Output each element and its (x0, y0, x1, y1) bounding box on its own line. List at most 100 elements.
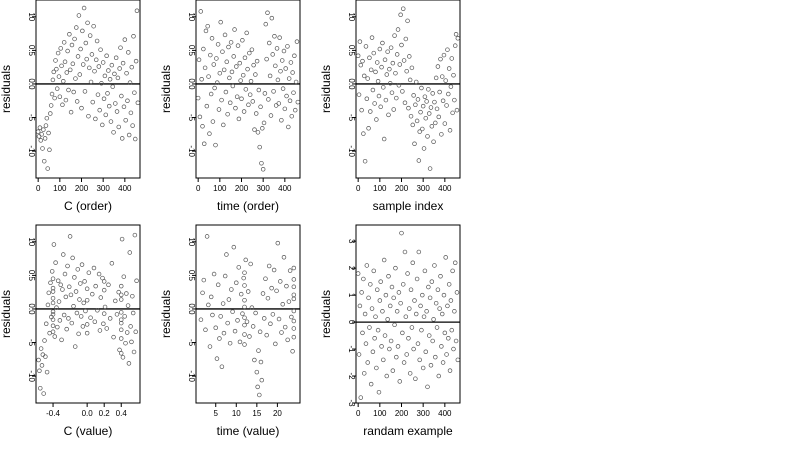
data-point (426, 333, 432, 338)
y-tick-label: 3 (347, 239, 356, 244)
data-point (252, 127, 257, 132)
x-tick-label: 10 (232, 409, 241, 418)
data-point (386, 273, 391, 279)
data-point (454, 290, 460, 295)
data-point (236, 116, 242, 122)
data-point (389, 90, 395, 95)
data-point (244, 319, 250, 324)
data-point (114, 109, 120, 114)
data-point (450, 110, 455, 116)
data-point (401, 360, 407, 365)
data-point (360, 58, 365, 64)
data-point (411, 93, 416, 98)
data-point (419, 85, 424, 91)
data-point (72, 275, 77, 280)
data-point (198, 9, 204, 14)
data-point (452, 97, 457, 103)
data-point (250, 99, 256, 104)
data-point (201, 277, 207, 283)
data-point (242, 322, 247, 328)
data-point (258, 359, 264, 365)
data-point (130, 123, 135, 128)
data-point (50, 323, 56, 329)
data-point (373, 69, 378, 75)
data-point (102, 73, 108, 79)
x-tick-label: 200 (235, 184, 249, 193)
data-point (109, 62, 115, 68)
data-point (74, 310, 80, 316)
data-point (282, 324, 288, 330)
data-point (84, 297, 90, 303)
data-point (417, 129, 422, 134)
data-point (438, 273, 443, 279)
data-point (242, 270, 247, 275)
data-point (399, 42, 404, 48)
data-point (91, 265, 97, 271)
data-point (231, 54, 236, 59)
y-tick-label: 0.0 (187, 303, 196, 315)
data-point (284, 283, 289, 289)
data-point (381, 257, 387, 263)
data-point (61, 252, 66, 257)
data-point (451, 346, 456, 352)
y-tick-label: -5 (27, 114, 36, 122)
data-point (294, 39, 300, 44)
y-tick-label: 0.0 (27, 78, 36, 90)
data-point (60, 102, 65, 108)
data-point (219, 364, 225, 369)
y-tick-label: 10 (27, 237, 36, 246)
data-point (455, 36, 461, 41)
data-point (84, 286, 90, 292)
data-point (70, 255, 75, 261)
data-point (67, 32, 72, 37)
data-point (43, 123, 49, 128)
data-point (263, 276, 268, 281)
data-point (229, 287, 234, 292)
data-point (428, 362, 434, 368)
data-point (272, 34, 277, 39)
x-tick-label: 300 (416, 409, 430, 418)
data-point (78, 314, 84, 319)
data-point (279, 58, 285, 63)
data-point (55, 278, 61, 284)
data-point (234, 94, 240, 99)
data-point (429, 124, 435, 129)
x-tick-label: 0.0 (82, 409, 94, 418)
data-point (124, 70, 129, 76)
data-point (208, 294, 214, 300)
data-point (399, 230, 404, 236)
data-point (238, 78, 243, 83)
data-point (232, 328, 238, 334)
data-point (229, 69, 235, 75)
data-point (124, 330, 130, 335)
data-point (426, 87, 431, 92)
data-point (291, 318, 297, 324)
data-point (50, 312, 56, 317)
data-point (133, 329, 138, 335)
data-point (278, 279, 283, 284)
data-point (433, 120, 438, 126)
data-point (407, 306, 412, 311)
data-point (104, 326, 110, 331)
data-point (265, 295, 271, 301)
data-point (414, 118, 420, 124)
data-point (421, 146, 427, 151)
data-point (413, 102, 418, 108)
y-tick-label: 10 (187, 237, 196, 246)
data-point (66, 87, 71, 93)
data-point (45, 302, 51, 308)
scatter-panel-5: 5 10 15 20 -10 -5 0.0 0.5 10 time (value) residual… (159, 224, 301, 438)
data-point (446, 282, 452, 287)
data-point (122, 37, 128, 42)
data-point (441, 292, 447, 298)
y-axis-label: residuals (319, 65, 333, 113)
y-tick-label: 10 (187, 12, 196, 21)
scatter-panel-2: 0 100 200 300 400 -10 -5 0.0 0.5 10 time (order) re… (159, 0, 301, 213)
data-point (57, 318, 63, 323)
data-point (97, 328, 103, 333)
data-point (443, 78, 448, 83)
data-point (49, 269, 55, 274)
data-point (290, 70, 295, 75)
data-point (129, 64, 135, 70)
